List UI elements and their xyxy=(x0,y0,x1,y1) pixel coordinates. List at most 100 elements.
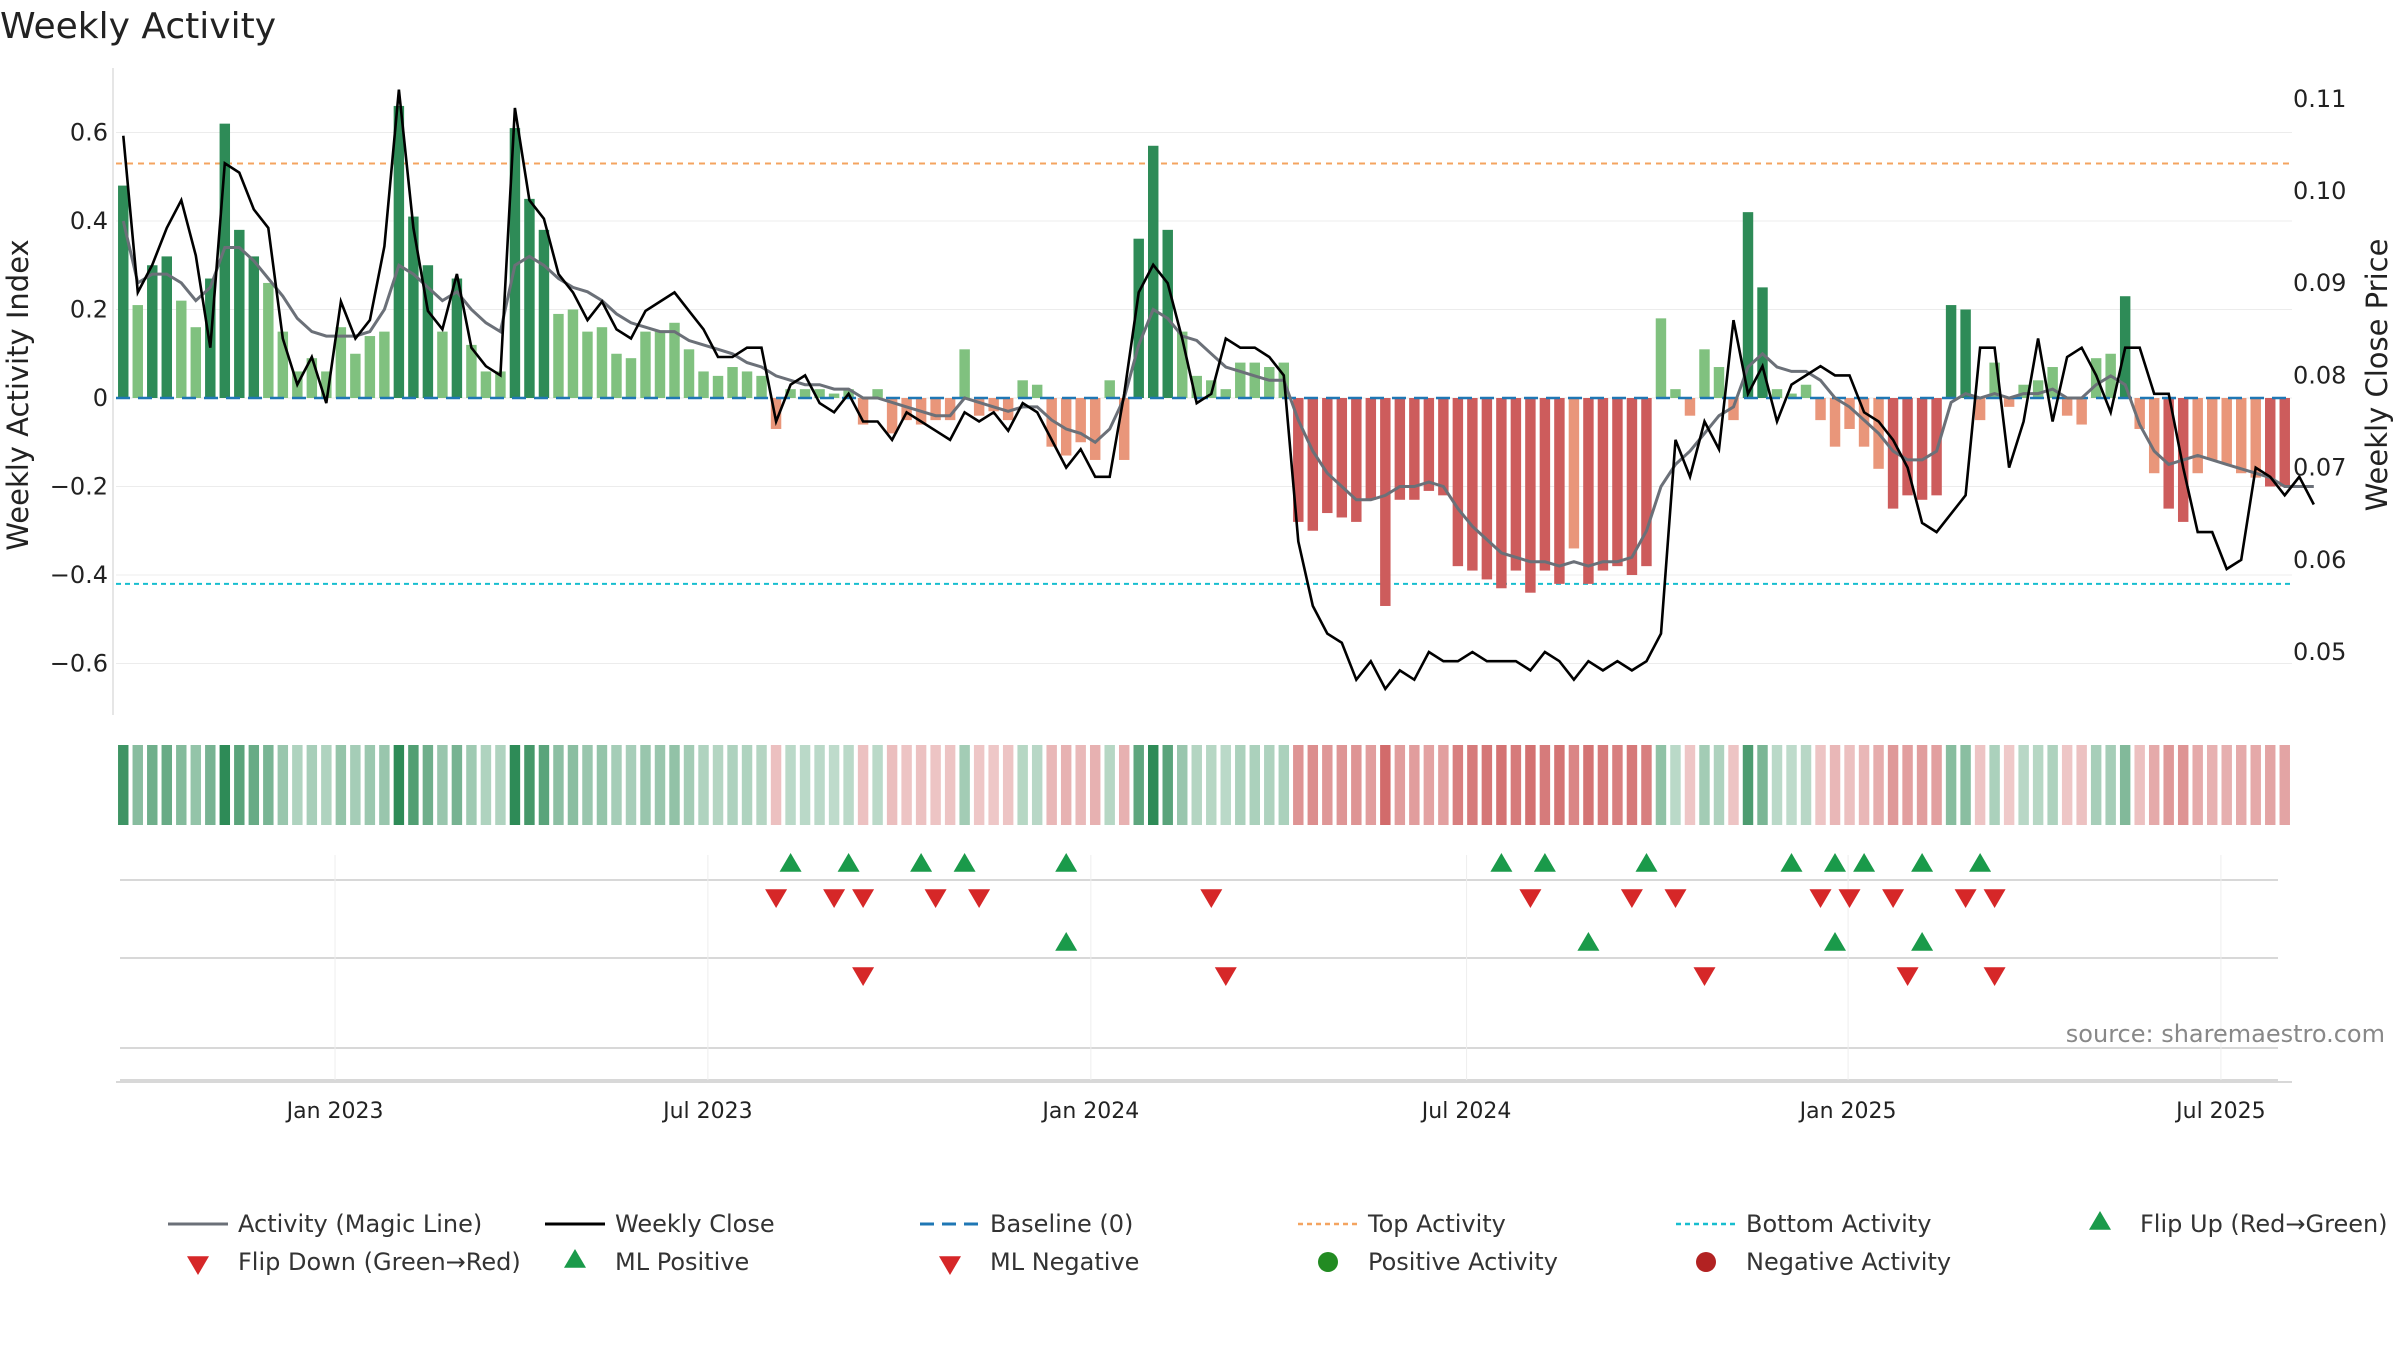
flip-up-marker xyxy=(910,853,933,872)
activity-bar xyxy=(2265,398,2276,487)
heat-cell xyxy=(335,745,347,825)
y-tick-label: 0 xyxy=(93,384,108,412)
y-axis-label: Weekly Activity Index xyxy=(1,239,35,550)
heat-cell xyxy=(321,745,332,825)
activity-bar xyxy=(611,353,622,398)
y2-tick-label: 0.10 xyxy=(2293,177,2346,205)
activity-bar xyxy=(2163,398,2174,509)
activity-bar xyxy=(567,309,579,398)
activity-bar xyxy=(814,389,825,398)
activity-bar xyxy=(712,375,724,398)
y-tick-label: 0.2 xyxy=(70,296,108,324)
legend-label: ML Negative xyxy=(990,1248,1139,1276)
heat-cell xyxy=(524,745,535,825)
activity-bar xyxy=(1307,398,1319,531)
activity-bar xyxy=(698,371,709,398)
heat-cell xyxy=(988,745,999,825)
flip-up-marker xyxy=(1490,853,1513,872)
y2-tick-label: 0.07 xyxy=(2293,454,2346,482)
heat-cell xyxy=(1670,745,1681,825)
heat-cell xyxy=(1771,745,1783,825)
heat-cell xyxy=(1626,745,1638,825)
heat-cell xyxy=(973,745,985,825)
flip-up-marker xyxy=(1533,853,1556,872)
activity-bar xyxy=(1017,380,1028,398)
activity-bar xyxy=(335,327,347,398)
activity-bar xyxy=(1713,367,1725,398)
activity-bar xyxy=(1293,398,1304,522)
activity-bar xyxy=(1365,398,1377,500)
flip-down-marker xyxy=(968,889,991,908)
activity-bar xyxy=(756,375,767,398)
heat-cell xyxy=(1699,745,1710,825)
heat-cell xyxy=(1264,745,1275,825)
chart-title: Weekly Activity xyxy=(0,6,276,47)
heat-cell xyxy=(1031,745,1043,825)
x-tick-label: Jul 2024 xyxy=(1420,1099,1512,1124)
y2-tick-label: 0.09 xyxy=(2293,269,2346,297)
activity-bar xyxy=(1525,398,1536,593)
x-tick-label: Jan 2024 xyxy=(1040,1099,1139,1124)
y-tick-label: 0.4 xyxy=(70,207,108,235)
flip-down-marker xyxy=(1519,889,1542,908)
heat-cell xyxy=(1539,745,1551,825)
heat-cell xyxy=(538,745,550,825)
heat-cell xyxy=(2047,745,2058,825)
activity-bar xyxy=(1031,384,1043,398)
heat-cell xyxy=(350,745,361,825)
heat-cell xyxy=(132,745,143,825)
heat-cell xyxy=(408,745,419,825)
heat-cell xyxy=(901,745,912,825)
activity-bar xyxy=(147,265,158,398)
heat-cell xyxy=(2177,745,2189,825)
heat-cell xyxy=(509,745,521,825)
activity-bar xyxy=(1394,398,1406,500)
ml-negative-marker xyxy=(1693,967,1716,986)
heat-cell xyxy=(1742,745,1754,825)
activity-bar xyxy=(1597,398,1609,571)
flip-down-marker xyxy=(765,889,788,908)
activity-bar xyxy=(321,371,332,398)
ml-positive-marker xyxy=(1055,932,1078,951)
activity-bar xyxy=(2279,398,2290,487)
activity-bar xyxy=(524,198,535,398)
activity-bar xyxy=(176,300,187,398)
legend-label: Flip Up (Red→Green) xyxy=(2140,1210,2388,1238)
activity-bar xyxy=(785,389,796,398)
heat-cell xyxy=(567,745,579,825)
heat-cell xyxy=(422,745,434,825)
activity-bar xyxy=(1177,331,1188,398)
activity-bar xyxy=(1960,309,1971,398)
activity-bar xyxy=(509,128,521,398)
activity-bar xyxy=(1554,398,1565,584)
activity-bar xyxy=(2003,398,2015,407)
legend: Activity (Magic Line) Weekly Close Baselin… xyxy=(168,1210,2388,1276)
flip-up-marker xyxy=(1853,853,1876,872)
y2-tick-label: 0.06 xyxy=(2293,546,2346,574)
heat-cell xyxy=(1568,745,1580,825)
y2-tick-label: 0.05 xyxy=(2293,638,2346,666)
activity-bar xyxy=(1496,398,1507,589)
heat-cell xyxy=(683,745,695,825)
heat-cell xyxy=(1438,745,1449,825)
heat-cell xyxy=(2279,745,2290,825)
activity-bar xyxy=(770,398,782,429)
heat-cell xyxy=(277,745,289,825)
heat-cell xyxy=(1612,745,1623,825)
heat-cell xyxy=(1467,745,1478,825)
flip-down-marker xyxy=(1954,889,1977,908)
heat-cell xyxy=(1974,745,1986,825)
source-note: source: sharemaestro.com xyxy=(2066,1020,2385,1048)
activity-bar xyxy=(2134,398,2145,429)
heat-cell xyxy=(2003,745,2015,825)
activity-bar xyxy=(1626,398,1638,575)
activity-bar xyxy=(1467,398,1478,571)
heat-cell xyxy=(1060,745,1072,825)
heat-cell xyxy=(1293,745,1304,825)
legend-label: Positive Activity xyxy=(1368,1248,1558,1276)
heat-cell xyxy=(712,745,724,825)
heat-cell xyxy=(727,745,738,825)
heat-cell xyxy=(2265,745,2276,825)
activity-bar xyxy=(1235,362,1246,398)
heat-cell xyxy=(1684,745,1696,825)
